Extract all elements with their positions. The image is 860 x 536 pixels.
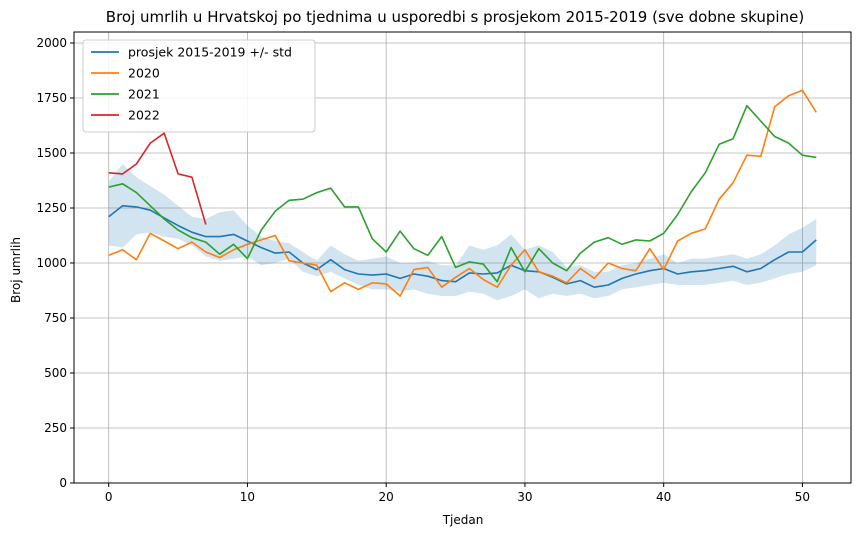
- x-tick-label: 50: [795, 490, 810, 504]
- legend-label: 2021: [128, 87, 160, 102]
- y-tick-label: 500: [44, 366, 67, 380]
- y-tick-label: 0: [59, 476, 67, 490]
- y-axis-label: Broj umrlih: [9, 237, 23, 303]
- x-tick-label: 10: [240, 490, 255, 504]
- y-tick-label: 250: [44, 421, 67, 435]
- legend-box: [82, 39, 316, 133]
- series-line-0: [108, 205, 817, 289]
- series-layer: [108, 89, 817, 297]
- y-tick-label: 1250: [36, 201, 67, 215]
- chart-title: Broj umrlih u Hrvatskoj po tjednima u us…: [106, 8, 804, 26]
- x-tick-label: 20: [379, 490, 394, 504]
- plot-frame: [73, 31, 852, 484]
- series-line-1: [108, 89, 817, 297]
- y-tick-label: 1750: [36, 91, 67, 105]
- x-tick-label: 40: [656, 490, 671, 504]
- x-axis-label: Tjedan: [442, 513, 484, 527]
- legend: prosjek 2015-2019 +/- std 2020 2021 2022: [82, 39, 316, 133]
- y-axis-ticks: 0 250 500 750 1000 1250 1500 1750 2000: [36, 36, 74, 490]
- x-axis-ticks: 0 10 20 30 40 50: [105, 483, 810, 504]
- legend-label: 2020: [128, 66, 160, 81]
- y-tick-label: 750: [44, 311, 67, 325]
- x-tick-label: 30: [517, 490, 532, 504]
- series-line-2: [108, 104, 817, 283]
- legend-label: prosjek 2015-2019 +/- std: [128, 45, 292, 60]
- y-tick-label: 2000: [36, 36, 67, 50]
- legend-label: 2022: [128, 108, 160, 123]
- x-tick-label: 0: [105, 490, 113, 504]
- y-tick-label: 1500: [36, 146, 67, 160]
- series-line-3: [108, 132, 207, 225]
- y-tick-label: 1000: [36, 256, 67, 270]
